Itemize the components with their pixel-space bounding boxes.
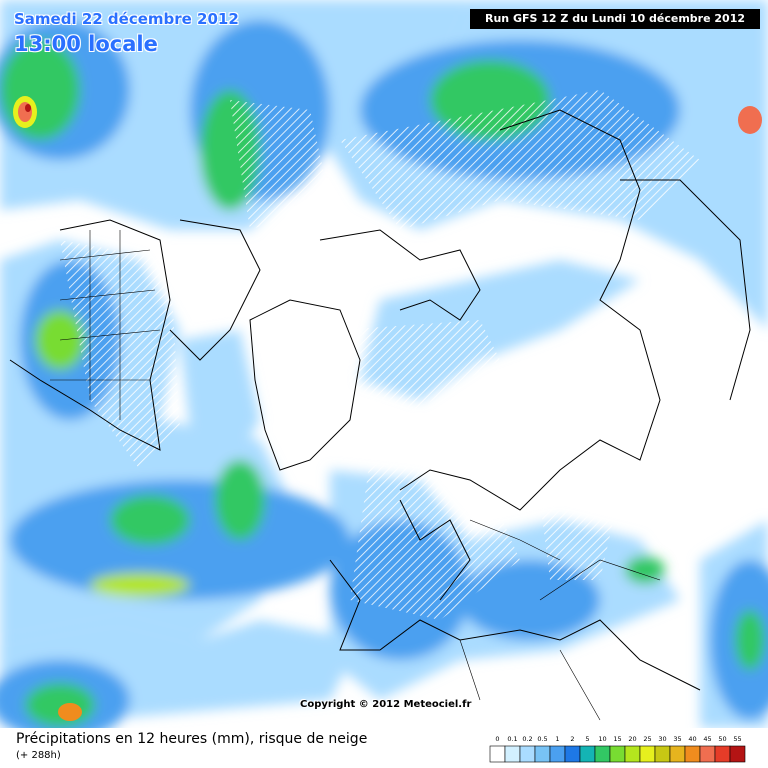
legend-label: 50 — [718, 735, 726, 743]
legend-swatch — [684, 745, 701, 763]
copyright: Copyright © 2012 Meteociel.fr — [300, 699, 472, 710]
legend-swatch — [669, 745, 686, 763]
legend-swatch — [594, 745, 611, 763]
legend-label: 0.2 — [522, 735, 532, 743]
legend-swatch — [609, 745, 626, 763]
forecast-time: 13:00 locale — [14, 32, 158, 56]
legend-swatch — [534, 745, 551, 763]
legend-label: 2 — [570, 735, 574, 743]
legend-swatch — [504, 745, 521, 763]
legend-swatch — [654, 745, 671, 763]
snow-risk — [60, 90, 700, 620]
legend-label: 40 — [688, 735, 696, 743]
legend-label: 5 — [585, 735, 589, 743]
caption-title: Précipitations en 12 heures (mm), risque… — [16, 731, 368, 747]
legend-swatch — [579, 745, 596, 763]
legend-swatch — [624, 745, 641, 763]
caption-lead: (+ 288h) — [16, 750, 61, 761]
legend-swatch — [549, 745, 566, 763]
legend-label: 35 — [673, 735, 681, 743]
legend-label: 25 — [643, 735, 651, 743]
forecast-date: Samedi 22 décembre 2012 — [14, 10, 239, 28]
legend-swatch — [489, 745, 506, 763]
legend-label: 20 — [628, 735, 636, 743]
legend-swatch — [729, 745, 746, 763]
footer: Précipitations en 12 heures (mm), risque… — [0, 728, 768, 768]
legend-label: 45 — [703, 735, 711, 743]
map — [0, 0, 768, 728]
run-label: Run GFS 12 Z du Lundi 10 décembre 2012 — [470, 9, 760, 29]
legend-swatch — [519, 745, 536, 763]
legend-swatch — [699, 745, 716, 763]
legend-swatch — [714, 745, 731, 763]
legend: 0 0.1 0.2 0.5 1 2 5 10 15 20 25 30 35 40 45 50 55 — [489, 735, 746, 763]
legend-label: 55 — [733, 735, 741, 743]
legend-label: 0 — [495, 735, 499, 743]
borders — [50, 230, 661, 721]
legend-label: 15 — [613, 735, 621, 743]
legend-swatch — [639, 745, 656, 763]
legend-swatch — [564, 745, 581, 763]
legend-label: 0.5 — [537, 735, 547, 743]
legend-label: 0.1 — [507, 735, 517, 743]
legend-label: 1 — [555, 735, 559, 743]
legend-label: 30 — [658, 735, 666, 743]
legend-label: 10 — [598, 735, 606, 743]
